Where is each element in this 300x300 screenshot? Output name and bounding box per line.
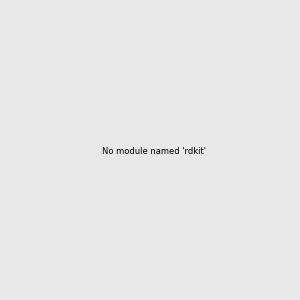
Text: No module named 'rdkit': No module named 'rdkit' — [102, 147, 206, 156]
